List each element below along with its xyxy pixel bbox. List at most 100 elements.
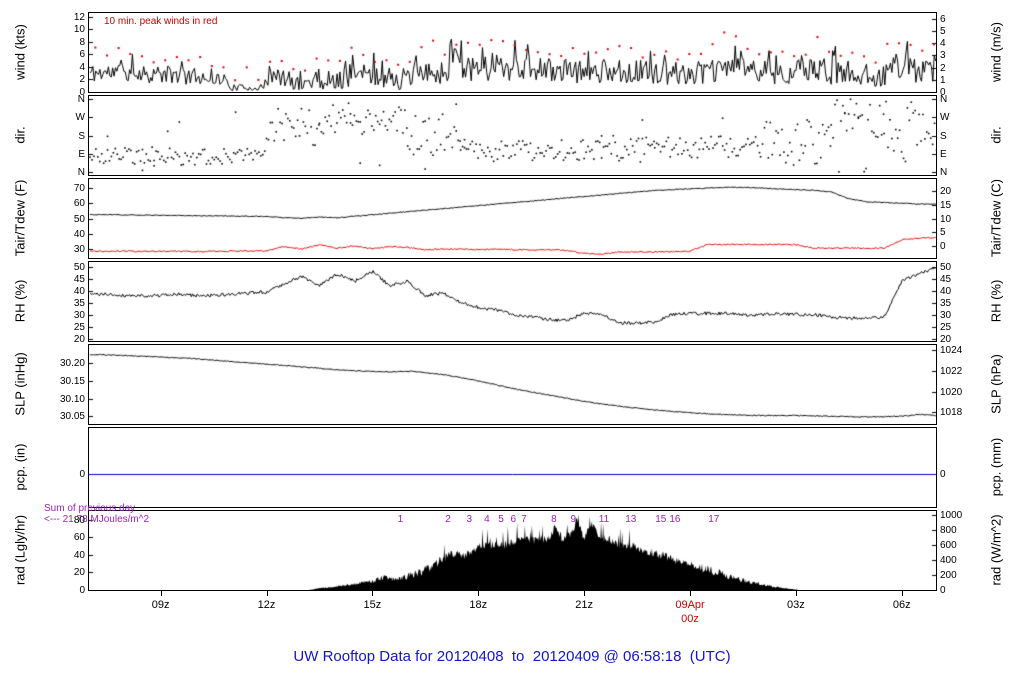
y-tick-label-left: 80 [73,514,85,526]
y-tick-label-right: 3 [940,50,946,62]
y-tick-label-right: 1 [940,74,946,86]
y-tick-label-right: 30 [940,309,952,321]
y-tick-label-right: 1024 [940,344,963,356]
radiation-sum-label: Sum of previous day [44,503,136,514]
precip-left-axis-label: pcp. (in) [12,443,28,491]
radiation-hour-marker: 3 [466,514,472,525]
y-tick-label-left: 45 [73,273,85,285]
y-tick-label-left: 30.20 [59,358,85,370]
direction-plot-canvas [89,96,936,175]
y-tick-label-right: S [940,130,947,142]
panel-humidity [88,261,937,342]
y-tick-label-left: 0 [79,469,85,481]
y-tick-label-left: 35 [73,297,85,309]
humidity-plot-canvas [89,262,936,341]
y-tick-label-left: 70 [73,183,85,195]
precip-right-axis-label: pcp. (mm) [988,437,1004,497]
y-tick-label-right: 35 [940,297,952,309]
y-tick-label-right: 5 [940,227,946,239]
peak-winds-note: 10 min. peak winds in red [104,16,218,27]
radiation-hour-marker: 4 [484,514,490,525]
panel-radiation [88,510,937,591]
radiation-sum-value: <--- 21.78 MJoules/m^2 [44,514,150,525]
humidity-left-axis-label: RH (%) [12,279,28,323]
y-tick-label-left: 30 [73,243,85,255]
y-tick-label-right: 1018 [940,407,963,419]
y-tick-label-right: 45 [940,273,952,285]
x-tick-mark [478,591,480,596]
y-tick-label-right: 0 [940,469,946,481]
y-tick-label-right: 800 [940,524,957,536]
x-tick-label-date: 09Apr [675,599,705,611]
y-tick-label-left: 20 [73,333,85,345]
direction-left-axis-label: dir. [12,126,28,144]
y-tick-label-left: 4 [79,61,85,73]
y-tick-label-right: 20 [940,186,952,198]
y-tick-label-left: 10 [73,24,85,36]
y-tick-label-right: 0 [940,87,946,98]
y-tick-label-left: W [75,112,85,124]
x-tick-mark [160,591,162,596]
y-tick-label-left: 30 [73,309,85,321]
y-tick-label-left: 12 [73,11,85,23]
y-tick-label-right: 0 [940,240,946,252]
y-tick-label-left: 30.10 [59,393,85,405]
x-tick-label: 12z [257,599,276,611]
y-tick-label-left: S [78,130,85,142]
y-tick-label-right: 40 [940,285,952,297]
y-tick-label-left: 0 [79,87,85,98]
y-tick-label-left: 8 [79,36,85,48]
y-tick-label-right: 50 [940,261,952,273]
y-tick-label-left: 0 [79,585,85,596]
x-tick-mark [584,591,586,596]
y-tick-label-left: 40 [73,285,85,297]
wind-plot-canvas [89,13,936,92]
y-tick-label-left: 25 [73,321,85,333]
panel-precip [88,427,937,508]
x-tick-mark [901,591,903,596]
x-tick-label: 21z [575,599,594,611]
y-tick-label-left: 20 [73,567,85,579]
radiation-hour-marker: 2 [445,514,451,525]
y-tick-label-right: 1000 [940,509,963,521]
y-tick-label-left: N [77,167,85,179]
radiation-hour-marker: 9 [570,514,577,525]
radiation-plot-canvas [89,511,936,590]
y-tick-label-left: 2 [79,74,85,86]
radiation-hour-marker: 1 [397,514,404,525]
panel-temperature [88,178,937,259]
panel-pressure [88,344,937,425]
y-tick-label-right: 2 [940,62,946,74]
y-tick-label-right: E [940,148,947,160]
precip-plot-canvas [89,428,936,507]
y-tick-label-right: W [940,112,950,124]
y-tick-label-right: N [940,93,948,105]
y-tick-label-left: 40 [73,228,85,240]
radiation-hour-marker: 8 [551,514,557,525]
y-tick-label-right: 0 [940,585,946,596]
y-tick-label-right: 600 [940,539,957,551]
radiation-hour-marker: 6 [510,514,517,525]
y-tick-label-left: 50 [73,213,85,225]
y-tick-label-left: 30.05 [59,411,85,423]
y-tick-label-right: 5 [940,26,946,38]
x-tick-label: 06z [892,599,911,611]
humidity-right-axis-label: RH (%) [988,279,1004,323]
pressure-right-axis-label: SLP (hPa) [988,354,1004,414]
x-tick-mark [266,591,268,596]
radiation-hour-marker: 5 [498,514,504,525]
y-tick-label-left: 30.15 [59,375,85,387]
temperature-left-axis-label: Tair/Tdew (F) [12,179,28,257]
panel-wind [88,12,937,93]
y-tick-label-right: 10 [940,213,952,225]
x-tick-label-time: 00z [681,613,699,625]
temperature-plot-canvas [89,179,936,258]
x-tick-mark [690,591,692,596]
panel-direction [88,95,937,176]
y-tick-label-right: 6 [940,13,946,25]
wind-left-axis-label: wind (kts) [12,24,28,80]
x-tick-mark [795,591,797,596]
radiation-left-axis-label: rad (Lgly/hr) [12,514,28,586]
y-tick-label-left: 60 [73,532,85,544]
